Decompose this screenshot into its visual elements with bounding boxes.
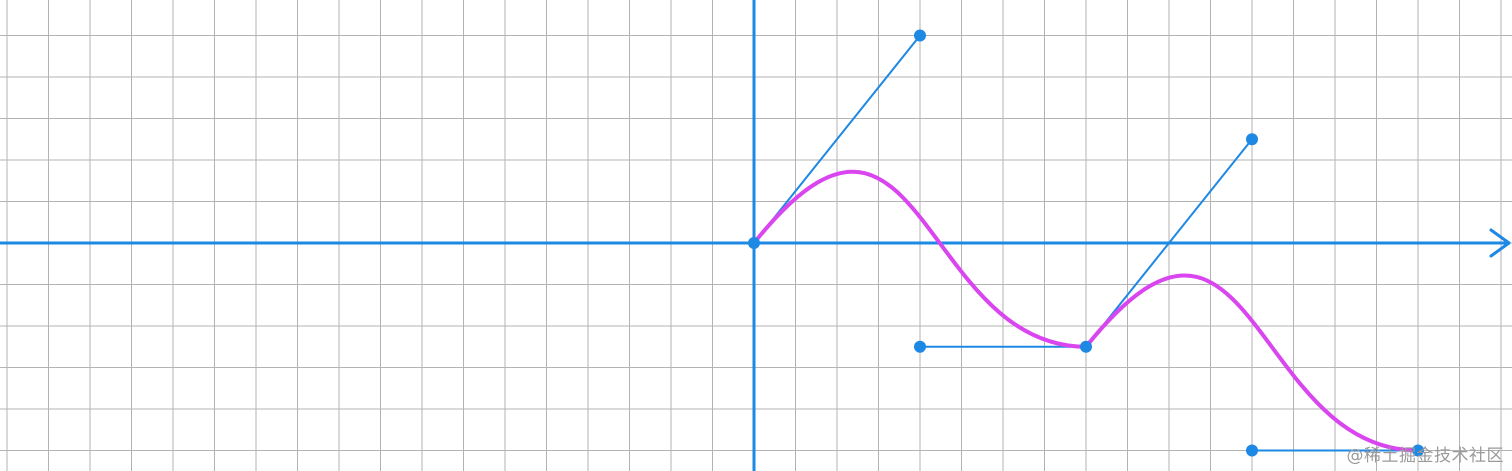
watermark-text: @稀土掘金技术社区: [1346, 446, 1504, 466]
control-point: [1080, 340, 1092, 353]
control-point: [914, 340, 926, 353]
control-point: [914, 29, 926, 42]
control-lines: [753, 34, 1418, 452]
control-point: [748, 237, 760, 249]
control-point: [1412, 444, 1424, 457]
control-point: [1246, 133, 1258, 146]
x-axis-arrow: [1489, 228, 1511, 258]
control-line-start: [1085, 138, 1253, 348]
control-point: [1246, 444, 1258, 457]
control-line-start: [753, 34, 921, 244]
control-points: [748, 29, 1424, 457]
